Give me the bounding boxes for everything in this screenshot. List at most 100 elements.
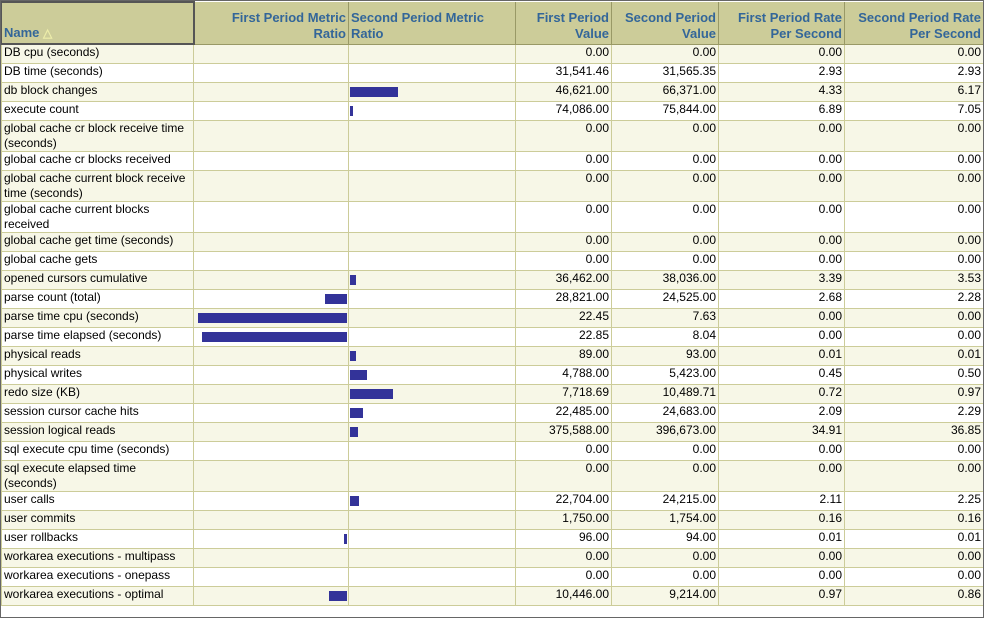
- first-value: 46,621.00: [515, 82, 612, 102]
- first-rate: 0.00: [718, 327, 845, 347]
- metric-name: sql execute elapsed time (seconds): [1, 460, 194, 492]
- first-value: 0.00: [515, 201, 612, 233]
- second-rate: 36.85: [844, 422, 983, 442]
- second-value: 24,525.00: [611, 289, 719, 309]
- table-row: sql execute cpu time (seconds) 0.00 0.00 0.…: [1, 441, 983, 461]
- first-ratio-cell: [193, 548, 349, 568]
- first-value: 96.00: [515, 529, 612, 549]
- column-header-name[interactable]: Name △: [1, 1, 195, 45]
- second-ratio-cell: [348, 120, 516, 152]
- metric-name: global cache current block receive time …: [1, 170, 194, 202]
- metric-name: DB time (seconds): [1, 63, 194, 83]
- first-value: 0.00: [515, 251, 612, 271]
- first-value: 22,704.00: [515, 491, 612, 511]
- second-ratio-cell: [348, 567, 516, 587]
- first-ratio-cell: [193, 232, 349, 252]
- first-ratio-bar: [202, 332, 347, 342]
- first-value: 1,750.00: [515, 510, 612, 530]
- second-value: 0.00: [611, 567, 719, 587]
- table-row: user rollbacks 96.00 94.00 0.01 0.01: [1, 529, 983, 549]
- first-ratio-bar: [328, 591, 347, 601]
- first-rate: 0.00: [718, 120, 845, 152]
- first-value: 10,446.00: [515, 586, 612, 606]
- table-row: global cache get time (seconds) 0.00 0.00 0…: [1, 232, 983, 252]
- first-rate: 2.11: [718, 491, 845, 511]
- table-row: DB cpu (seconds) 0.00 0.00 0.00 0.00: [1, 43, 983, 64]
- second-rate: 0.00: [844, 120, 983, 152]
- second-ratio-bar: [350, 370, 367, 380]
- second-ratio-cell: [348, 403, 516, 423]
- metric-name: user calls: [1, 491, 194, 511]
- table-row: parse count (total) 28,821.00 24,525.00 2.6…: [1, 289, 983, 309]
- first-ratio-bar: [197, 313, 347, 323]
- table-row: user commits 1,750.00 1,754.00 0.16 0.16: [1, 510, 983, 530]
- column-header-name-label: Name: [4, 25, 40, 40]
- first-rate: 0.00: [718, 232, 845, 252]
- first-rate: 0.00: [718, 460, 845, 492]
- first-ratio-cell: [193, 346, 349, 366]
- second-ratio-cell: [348, 63, 516, 83]
- table-row: workarea executions - onepass 0.00 0.00 0.0…: [1, 567, 983, 587]
- first-ratio-cell: [193, 384, 349, 404]
- second-ratio-cell: [348, 232, 516, 252]
- second-ratio-cell: [348, 101, 516, 121]
- first-ratio-cell: [193, 101, 349, 121]
- first-rate: 0.01: [718, 529, 845, 549]
- second-ratio-cell: [348, 384, 516, 404]
- first-value: 0.00: [515, 232, 612, 252]
- second-ratio-cell: [348, 460, 516, 492]
- second-value: 93.00: [611, 346, 719, 366]
- table-row: global cache current blocks received 0.00…: [1, 201, 983, 233]
- second-ratio-cell: [348, 251, 516, 271]
- second-ratio-cell: [348, 43, 516, 64]
- second-ratio-cell: [348, 201, 516, 233]
- sort-ascending-icon[interactable]: △: [43, 26, 53, 40]
- first-value: 89.00: [515, 346, 612, 366]
- metric-name: global cache cr block receive time (seco…: [1, 120, 194, 152]
- second-rate: 0.00: [844, 251, 983, 271]
- second-value: 9,214.00: [611, 586, 719, 606]
- column-header-first-rate: First Period Rate Per Second: [718, 2, 845, 45]
- second-ratio-cell: [348, 151, 516, 171]
- first-value: 0.00: [515, 441, 612, 461]
- first-ratio-cell: [193, 63, 349, 83]
- first-rate: 0.00: [718, 308, 845, 328]
- second-ratio-cell: [348, 82, 516, 102]
- first-ratio-cell: [193, 43, 349, 64]
- metric-name: parse time cpu (seconds): [1, 308, 194, 328]
- first-value: 4,788.00: [515, 365, 612, 385]
- metric-name: user rollbacks: [1, 529, 194, 549]
- second-rate: 0.00: [844, 232, 983, 252]
- first-rate: 3.39: [718, 270, 845, 290]
- column-header-first-value: First Period Value: [515, 2, 612, 45]
- table-row: global cache current block receive time …: [1, 170, 983, 202]
- second-value: 396,673.00: [611, 422, 719, 442]
- first-ratio-cell: [193, 201, 349, 233]
- first-ratio-cell: [193, 120, 349, 152]
- table-row: global cache cr block receive time (seco…: [1, 120, 983, 152]
- metric-name: workarea executions - onepass: [1, 567, 194, 587]
- first-value: 0.00: [515, 460, 612, 492]
- second-ratio-cell: [348, 327, 516, 347]
- first-value: 22.45: [515, 308, 612, 328]
- second-rate: 3.53: [844, 270, 983, 290]
- second-value: 0.00: [611, 151, 719, 171]
- metric-name: sql execute cpu time (seconds): [1, 441, 194, 461]
- second-ratio-cell: [348, 548, 516, 568]
- second-ratio-cell: [348, 365, 516, 385]
- first-value: 36,462.00: [515, 270, 612, 290]
- first-rate: 0.00: [718, 151, 845, 171]
- metric-name: physical writes: [1, 365, 194, 385]
- second-value: 0.00: [611, 548, 719, 568]
- second-rate: 0.00: [844, 460, 983, 492]
- first-ratio-cell: [193, 365, 349, 385]
- second-value: 0.00: [611, 201, 719, 233]
- second-value: 66,371.00: [611, 82, 719, 102]
- first-value: 28,821.00: [515, 289, 612, 309]
- first-ratio-cell: [193, 567, 349, 587]
- second-ratio-bar: [350, 408, 364, 418]
- first-value: 375,588.00: [515, 422, 612, 442]
- first-ratio-cell: [193, 422, 349, 442]
- metrics-comparison-table: Name △ First Period Metric Ratio Second …: [1, 1, 983, 606]
